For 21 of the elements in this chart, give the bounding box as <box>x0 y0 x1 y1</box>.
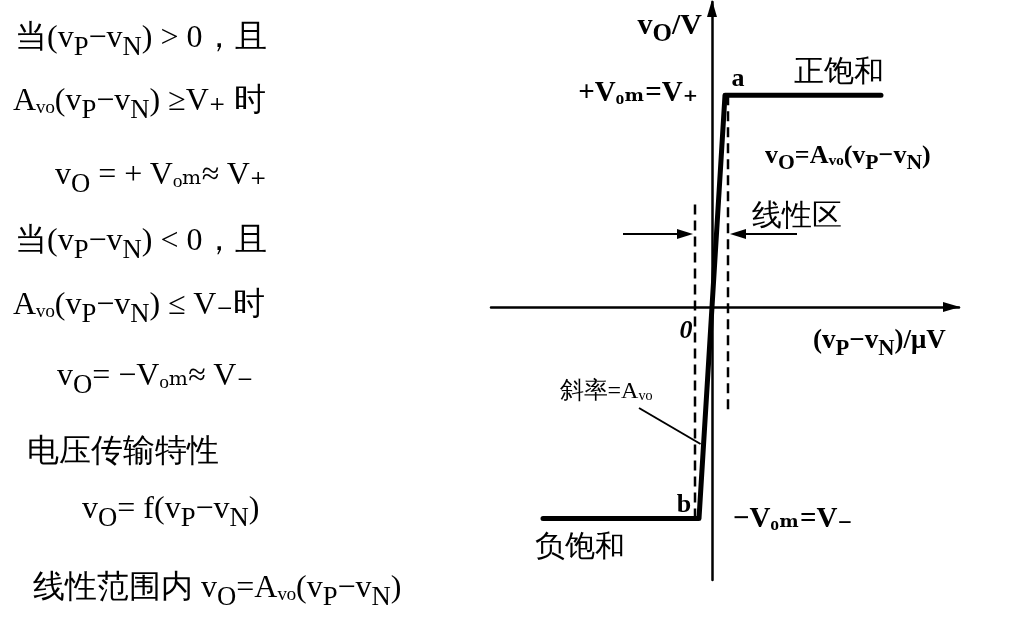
text: v$_{O}$= f(v$_{P}$−v$_{N}$) <box>82 489 260 532</box>
x-axis-title: (v$_{P}$−v$_{N}$)/μV <box>813 324 946 361</box>
annotation: 正饱和 <box>794 53 884 87</box>
annotation: 负饱和 <box>535 528 625 562</box>
text: Aᵥₒ(v$_{P}$−v$_{N}$) ≤ V₋时 <box>13 285 266 328</box>
y-axis-title: v$_{O}$/V <box>637 7 702 47</box>
text: Aᵥₒ(v$_{P}$−v$_{N}$) ≥V₊ 时 <box>13 81 266 124</box>
text: 当(v$_{P}$−v$_{N}$) > 0，且 <box>15 18 267 61</box>
annotation: a <box>731 62 745 93</box>
annotation: 线性区 <box>752 197 842 231</box>
annotation: 0 <box>679 314 693 345</box>
text: 电压传输特性 <box>27 432 219 469</box>
annotation: −Vₒₘ=V₋ <box>733 501 853 534</box>
text: 当(v$_{P}$−v$_{N}$) < 0，且 <box>15 221 267 264</box>
annotation: b <box>676 488 692 518</box>
text: 线性范围内 v$_{O}$=Aᵥₒ(v$_{P}$−v$_{N}$) <box>33 568 402 611</box>
annotation: +Vₒₘ=V₊ <box>578 75 698 108</box>
annotation: v$_{O}$=Aᵥₒ(v$_{P}$−v$_{N}$) <box>765 139 931 176</box>
annotation: 斜率=Aᵥₒ <box>559 376 653 404</box>
text: v$_{O}$= −Vₒₘ≈ V₋ <box>57 356 254 399</box>
text: v$_{O}$ = + Vₒₘ≈ V₊ <box>55 155 267 198</box>
